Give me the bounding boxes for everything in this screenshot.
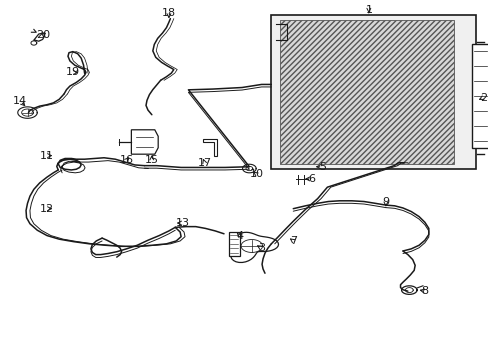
Text: 20: 20 — [37, 30, 51, 40]
Text: 17: 17 — [197, 158, 211, 168]
Text: 5: 5 — [318, 162, 325, 172]
Text: 7: 7 — [289, 236, 296, 246]
Text: 6: 6 — [307, 174, 315, 184]
Text: 9: 9 — [382, 197, 388, 207]
Bar — [271, 15, 475, 169]
Text: 10: 10 — [249, 169, 263, 179]
Text: 2: 2 — [479, 93, 486, 103]
Bar — [280, 21, 453, 164]
Text: 1: 1 — [365, 5, 371, 15]
Text: 19: 19 — [66, 67, 80, 77]
Polygon shape — [131, 130, 158, 154]
Text: 15: 15 — [144, 155, 159, 165]
Bar — [471, 44, 488, 148]
Text: 13: 13 — [175, 218, 189, 228]
Polygon shape — [203, 139, 216, 156]
Text: 16: 16 — [119, 155, 133, 165]
Text: 11: 11 — [40, 150, 54, 161]
Text: 4: 4 — [236, 231, 243, 240]
Polygon shape — [230, 232, 278, 262]
Text: 12: 12 — [40, 204, 54, 214]
Text: 8: 8 — [421, 286, 427, 296]
Bar — [228, 231, 239, 256]
Text: 3: 3 — [258, 243, 264, 253]
Text: 14: 14 — [13, 96, 27, 106]
Text: 18: 18 — [162, 8, 176, 18]
